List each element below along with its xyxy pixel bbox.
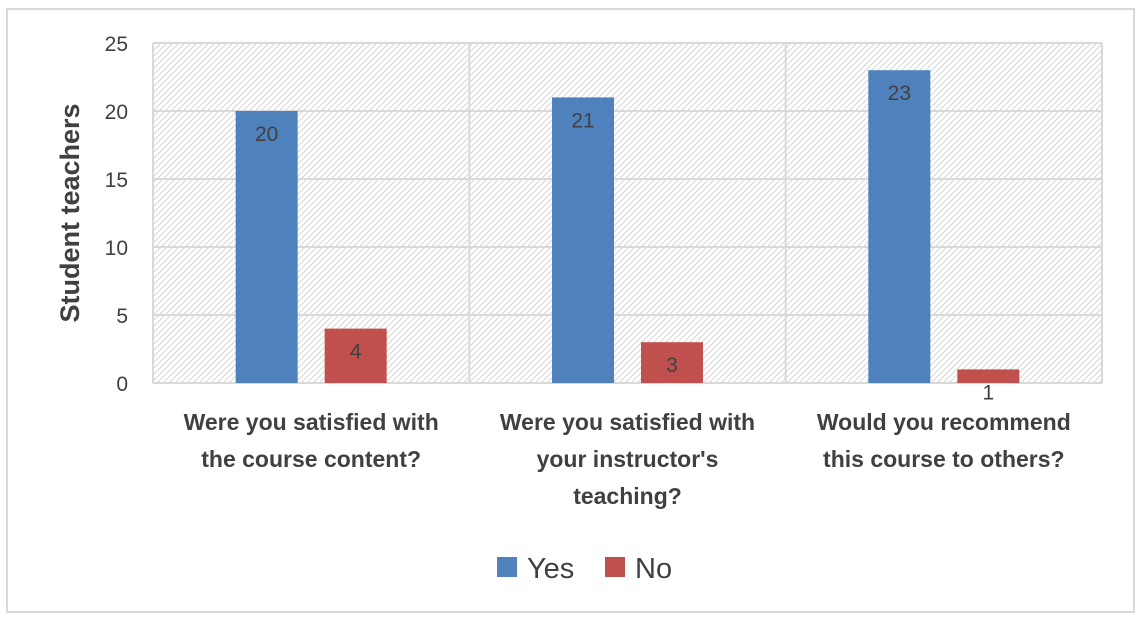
x-tick-label: Would you recommend this course to others… <box>817 409 1071 472</box>
bar-no <box>641 342 703 383</box>
y-tick-label: 10 <box>105 237 128 260</box>
bar-no <box>324 328 387 383</box>
bar-yes <box>552 97 614 384</box>
legend-label-no: No <box>635 553 672 585</box>
bars <box>235 70 1020 384</box>
y-axis-title: Student teachers <box>55 103 85 322</box>
data-labels: 20 21 23 4 3 1 <box>255 82 994 404</box>
legend: Yes No <box>497 553 672 585</box>
y-axis: 0 5 10 15 20 25 <box>105 33 128 396</box>
plot-area <box>153 43 1102 383</box>
y-tick-label: 15 <box>105 169 128 192</box>
legend-label-yes: Yes <box>527 553 574 585</box>
data-label: 20 <box>255 123 278 146</box>
gridlines <box>152 42 1103 384</box>
data-label: 3 <box>666 354 678 377</box>
x-tick-label: Were you satisfied with your instructor's… <box>500 409 755 509</box>
x-axis: Were you satisfied with the course conten… <box>184 409 1071 509</box>
data-label: 23 <box>888 82 911 105</box>
data-label: 1 <box>982 381 994 404</box>
bar-no <box>957 369 1020 383</box>
data-label: 4 <box>350 341 362 364</box>
y-tick-label: 5 <box>116 305 128 328</box>
y-tick-label: 25 <box>105 33 128 56</box>
legend-swatch-no <box>605 557 625 577</box>
legend-swatch-yes <box>497 557 517 577</box>
data-label: 21 <box>571 109 594 132</box>
bar-yes <box>235 111 298 383</box>
x-tick-label: Were you satisfied with the course conten… <box>184 409 439 472</box>
y-tick-label: 20 <box>105 101 128 124</box>
bar-yes <box>868 70 931 383</box>
plot-background <box>153 43 1102 383</box>
y-tick-label: 0 <box>116 373 128 396</box>
